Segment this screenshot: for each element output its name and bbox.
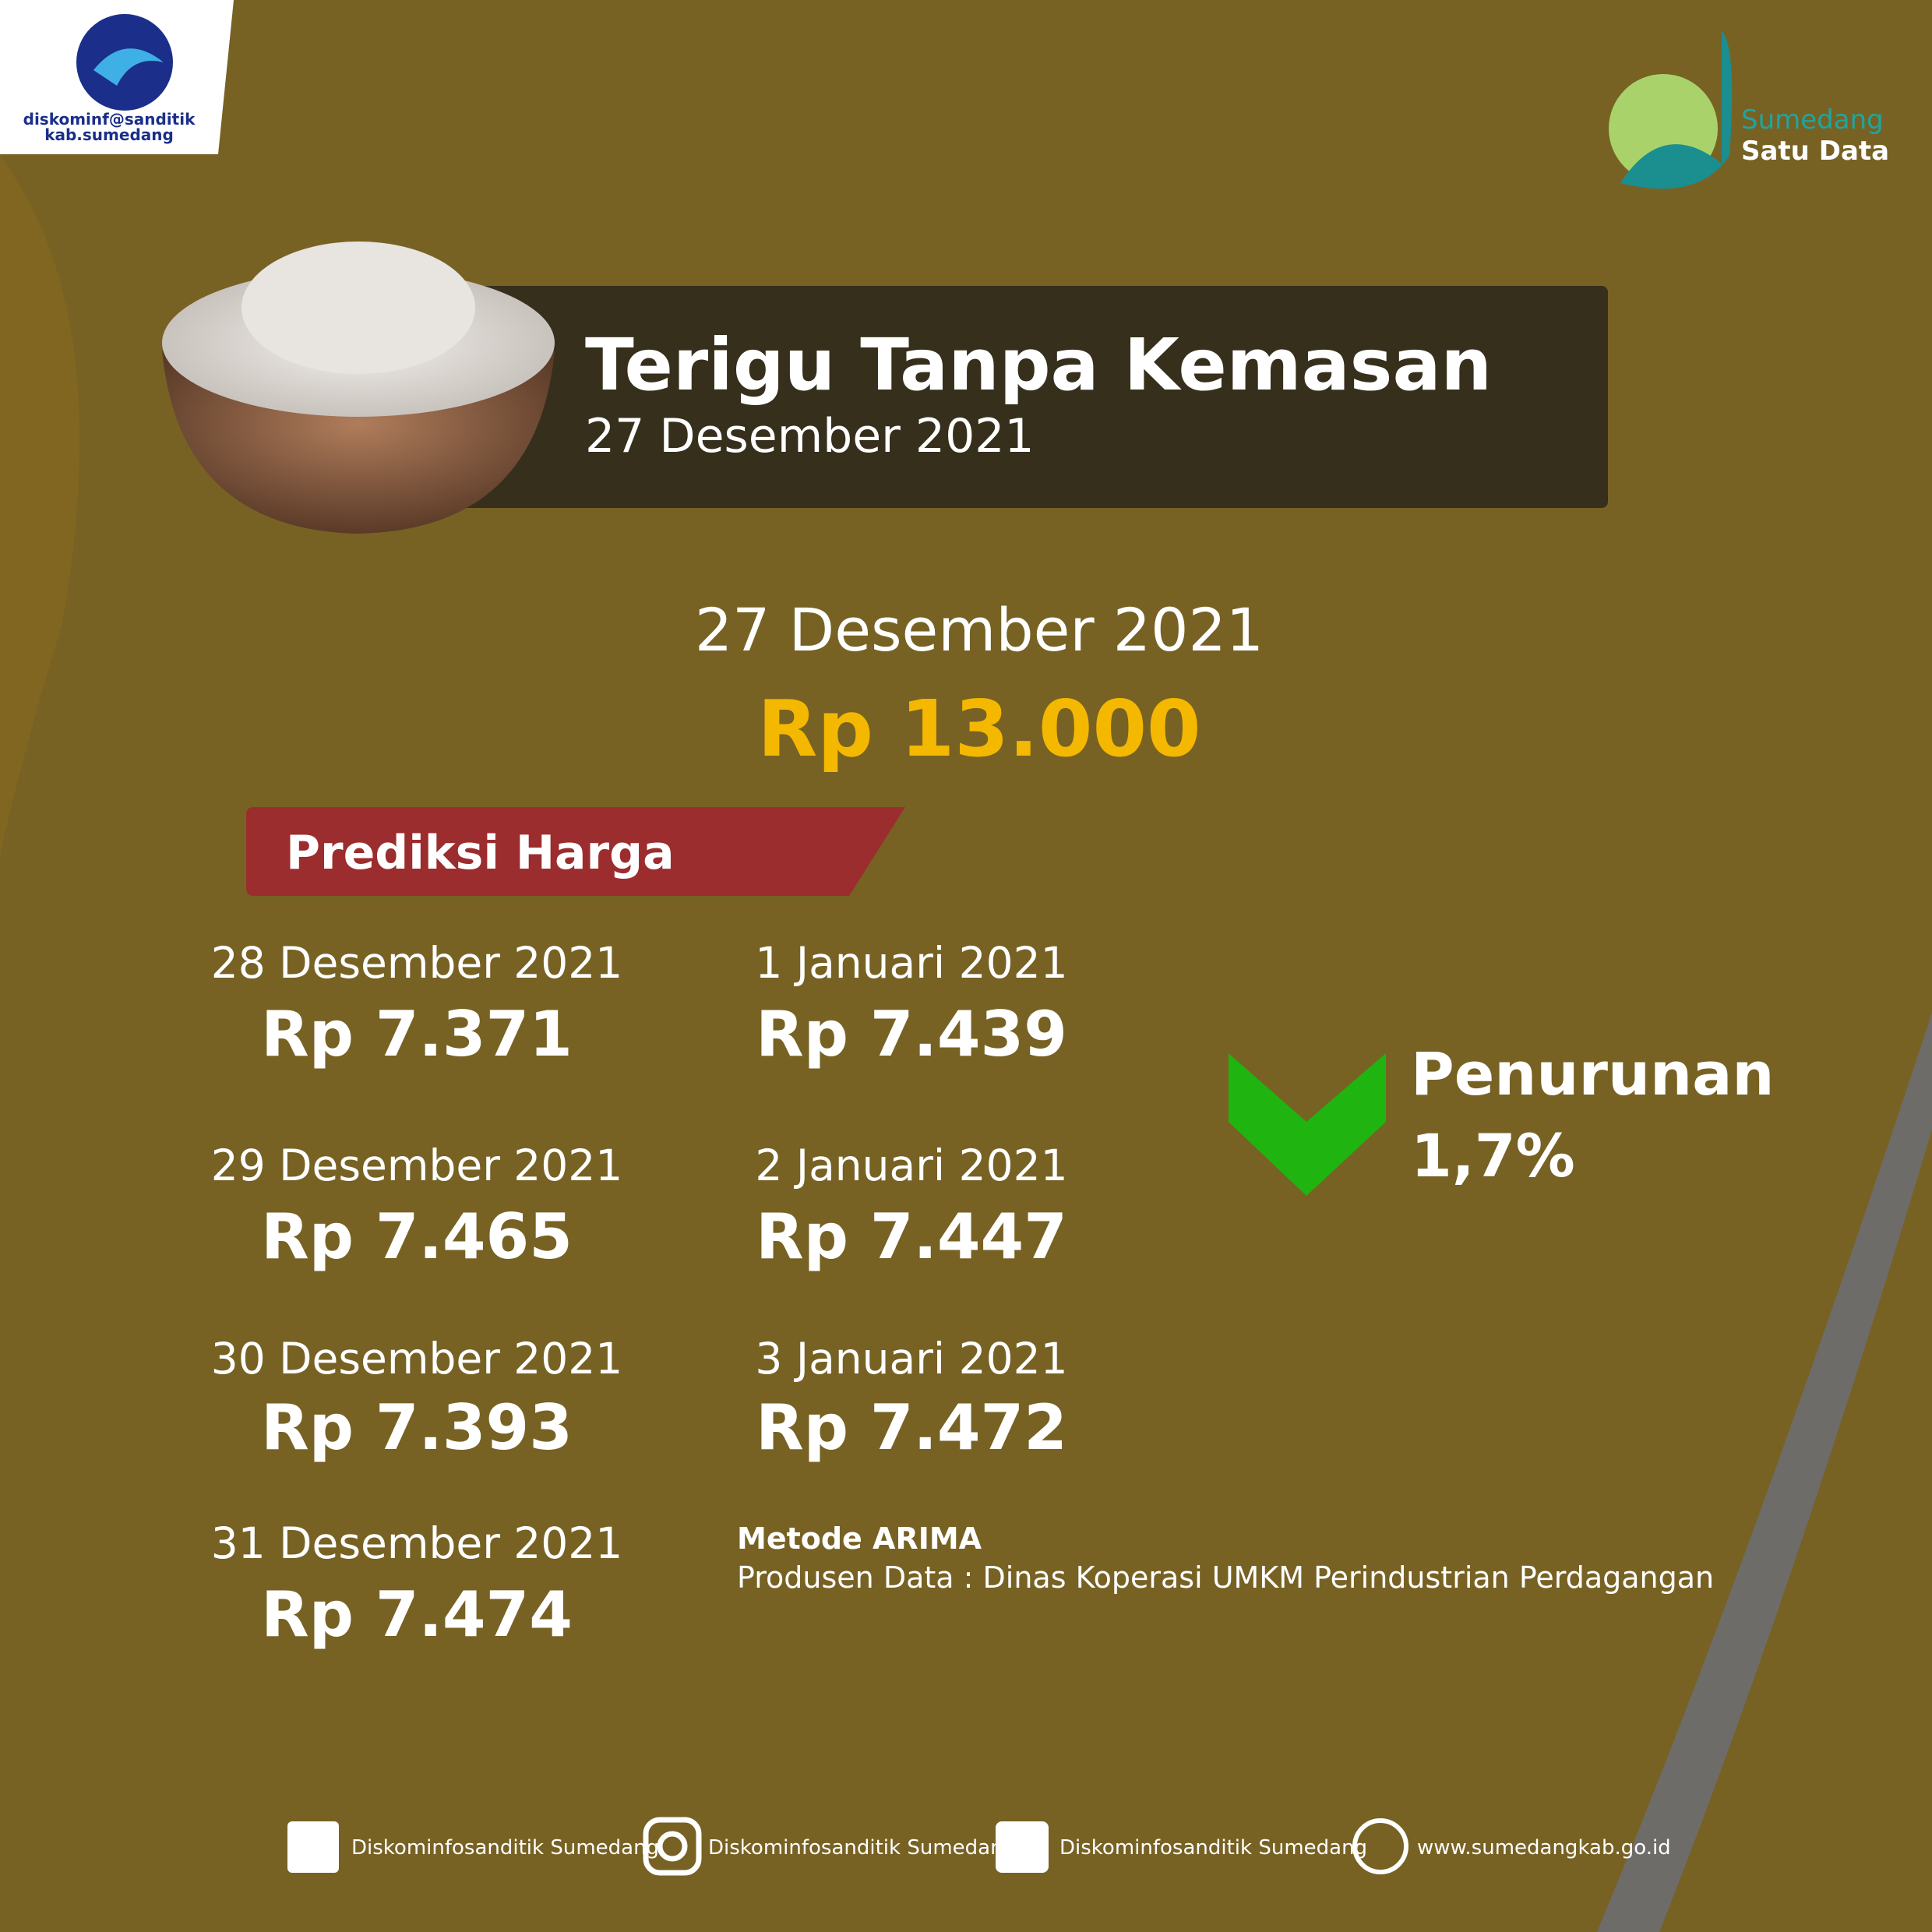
prediction-date: 2 Januari 2021 <box>755 1141 1067 1190</box>
prediction-banner <box>246 807 905 896</box>
current-price: Rp 13.000 <box>757 683 1200 774</box>
down-arrow <box>1229 1053 1386 1196</box>
trend-value: 1,7% <box>1411 1121 1575 1190</box>
prediction-date: 1 Januari 2021 <box>755 938 1067 988</box>
title-date: 27 Desember 2021 <box>585 409 1035 464</box>
logo-icon <box>1620 31 1733 189</box>
prediction-price: Rp 7.465 <box>261 1200 573 1273</box>
footer-link[interactable]: Diskominfosanditik Sumedang <box>708 1836 1016 1860</box>
instagram-icon[interactable] <box>657 1831 688 1862</box>
title: Terigu Tanpa Kemasan <box>585 323 1492 407</box>
decor <box>1659 1130 1932 1932</box>
prediction-price: Rp 7.472 <box>756 1391 1067 1464</box>
logo-text: Sumedang <box>1741 104 1884 136</box>
prediction-date: 29 Desember 2021 <box>211 1141 623 1190</box>
prediction-date: 30 Desember 2021 <box>211 1334 623 1384</box>
footer: Diskominfosanditik Sumedang Diskominfosan… <box>351 1836 1671 1860</box>
prediction-label: Prediksi Harga <box>286 826 675 880</box>
prediction-date: 3 Januari 2021 <box>755 1334 1067 1384</box>
bowl-image <box>242 242 475 374</box>
prediction-price: Rp 7.447 <box>756 1200 1067 1273</box>
current-date: 27 Desember 2021 <box>695 595 1264 665</box>
method: Metode ARIMA <box>737 1521 982 1556</box>
prediction-date: 31 Desember 2021 <box>211 1518 623 1568</box>
trend-label: Penurunan <box>1411 1039 1775 1109</box>
title-box <box>419 286 1608 508</box>
producer: Produsen Data : Dinas Koperasi UMKM Peri… <box>737 1560 1714 1595</box>
footer-link[interactable]: Diskominfosanditik Sumedang <box>1059 1836 1367 1860</box>
prediction-price: Rp 7.474 <box>261 1578 573 1651</box>
logo-text: kab.sumedang <box>44 125 174 144</box>
prediction-price: Rp 7.439 <box>756 998 1067 1070</box>
facebook-icon[interactable] <box>287 1821 339 1873</box>
logo-icon <box>93 48 164 86</box>
prediction-list: 28 Desember 2021 Rp 7.371 29 Desember 2021… <box>211 938 1068 1651</box>
logo-text: diskominf@sanditik <box>23 110 196 129</box>
prediction-price: Rp 7.393 <box>261 1391 573 1464</box>
prediction-price: Rp 7.371 <box>261 998 573 1070</box>
footer-link[interactable]: www.sumedangkab.go.id <box>1417 1836 1671 1860</box>
footer-link[interactable]: Diskominfosanditik Sumedang <box>351 1836 659 1860</box>
instagram-icon[interactable] <box>643 1817 702 1876</box>
twitter-icon[interactable] <box>996 1821 1049 1873</box>
web-icon[interactable] <box>1352 1818 1408 1874</box>
decor <box>0 156 80 857</box>
logo-text: Satu Data <box>1741 136 1889 167</box>
prediction-date: 28 Desember 2021 <box>211 938 623 988</box>
